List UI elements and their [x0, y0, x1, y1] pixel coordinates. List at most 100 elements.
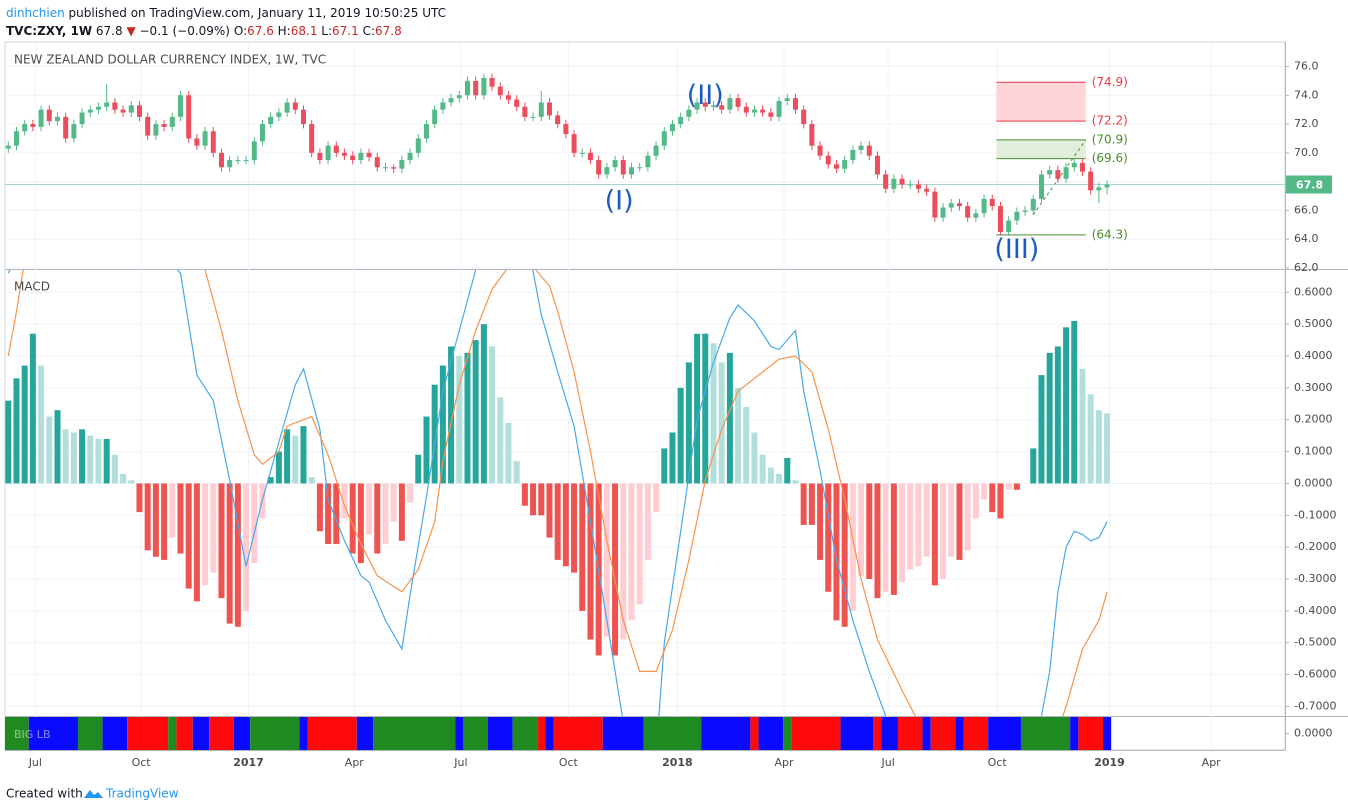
last: 67.8 [96, 24, 123, 38]
y-tick-label: 72.0 [1294, 117, 1319, 130]
y-tick-label: 70.0 [1294, 146, 1319, 159]
strip-segment [487, 717, 513, 750]
x-tick-label: Jul [880, 756, 894, 769]
histogram-bar [1063, 327, 1070, 484]
candle-body [924, 188, 930, 192]
histogram-bar [694, 333, 701, 484]
histogram-bar [349, 483, 356, 554]
candle-body [612, 160, 618, 168]
candle-body [792, 98, 798, 110]
candle-body [776, 101, 782, 117]
histogram-bar [415, 454, 422, 484]
candle-body [30, 124, 36, 127]
x-tick-label: Oct [132, 756, 152, 769]
histogram-bar [931, 483, 938, 586]
histogram-bar [562, 483, 569, 567]
histogram-bar [13, 378, 20, 484]
candle-body [268, 116, 274, 125]
y-tick-label: -0.6000 [1294, 668, 1336, 681]
histogram-bar [800, 483, 807, 525]
y-tick-label: 62.0 [1294, 261, 1319, 274]
candle-body [161, 124, 167, 127]
indicator-line [7, 270, 1108, 716]
candle-body [22, 124, 28, 132]
strip-segment [553, 717, 603, 750]
y-tick-label: 76.0 [1294, 59, 1319, 72]
last-price-box [1286, 175, 1332, 194]
strip-segment [897, 717, 923, 750]
candle-body [210, 131, 216, 153]
strip-segment [168, 717, 177, 750]
footer-brand[interactable]: TradingView [105, 787, 179, 801]
candle-body [686, 109, 692, 117]
histogram-bar [710, 343, 717, 484]
candle-body [1079, 162, 1085, 172]
candle-body [784, 98, 790, 102]
histogram-bar [718, 362, 725, 484]
ohlc: O:67.6 H:68.1 L:67.1 C:67.8 [230, 24, 402, 38]
histogram-bar [169, 483, 176, 538]
pane-title: MACD [14, 280, 50, 294]
fib-label: (74.9) [1092, 75, 1128, 89]
histogram-bar [759, 454, 766, 484]
candle-body [825, 155, 831, 165]
candle-body [309, 124, 315, 153]
candle-body [63, 116, 69, 139]
histogram-bar [292, 435, 299, 484]
candle-body [973, 213, 979, 218]
author[interactable]: dinhchien [6, 6, 65, 20]
histogram-bar [956, 483, 963, 560]
histogram-bar [161, 483, 168, 560]
histogram-bar [890, 483, 897, 595]
histogram-bar [817, 483, 824, 560]
candle-body [907, 184, 913, 186]
strip-segment [512, 717, 538, 750]
ohlc-label: O: [234, 24, 247, 38]
histogram-bar [341, 483, 348, 519]
candle-body [505, 95, 511, 100]
candle-body [358, 152, 364, 161]
candle-body [653, 145, 659, 156]
ohlc-value: 67.1 [332, 24, 359, 38]
histogram-bar [308, 477, 315, 484]
strip-segment [102, 717, 128, 750]
strip-segment [176, 717, 193, 750]
histogram-bar [120, 473, 127, 484]
x-tick-label: Jul [453, 756, 467, 769]
histogram-bar [833, 483, 840, 621]
logo [84, 790, 103, 798]
candle-body [1030, 198, 1036, 211]
histogram-bar [964, 483, 971, 551]
histogram-bar [669, 432, 676, 484]
histogram-bar [612, 483, 619, 656]
histogram-bar [325, 483, 332, 544]
histogram-bar [79, 429, 86, 484]
candle-body [571, 134, 577, 153]
histogram-bar [29, 333, 36, 484]
histogram-bar [726, 352, 733, 484]
y-tick-label: -0.1000 [1294, 508, 1336, 521]
ohlc-label: H: [278, 24, 291, 38]
strip-segment [463, 717, 488, 750]
y-tick-label: 0.6000 [1294, 285, 1333, 298]
histogram-bar [644, 483, 651, 560]
strip-segment [955, 717, 964, 750]
strip-segment [209, 717, 234, 750]
x-tick-label: Apr [345, 756, 365, 769]
change: −0.1 (−0.09%) [140, 24, 231, 38]
candle-body [1104, 184, 1110, 188]
candle-body [350, 155, 356, 161]
y-tick-label: 66.0 [1294, 203, 1319, 216]
strip-segment [963, 717, 989, 750]
pane-title: NEW ZEALAND DOLLAR CURRENCY INDEX, 1W, T… [14, 53, 326, 67]
histogram-bar [1087, 394, 1094, 484]
candle-body [464, 80, 470, 96]
ohlc-label: L: [321, 24, 332, 38]
candle-body [702, 102, 708, 107]
strip-segment [758, 717, 784, 750]
candle-body [1014, 211, 1020, 221]
fib-label: (70.9) [1092, 132, 1128, 146]
candle-body [883, 174, 889, 189]
strip-segment [881, 717, 898, 750]
strip-segment [233, 717, 251, 750]
